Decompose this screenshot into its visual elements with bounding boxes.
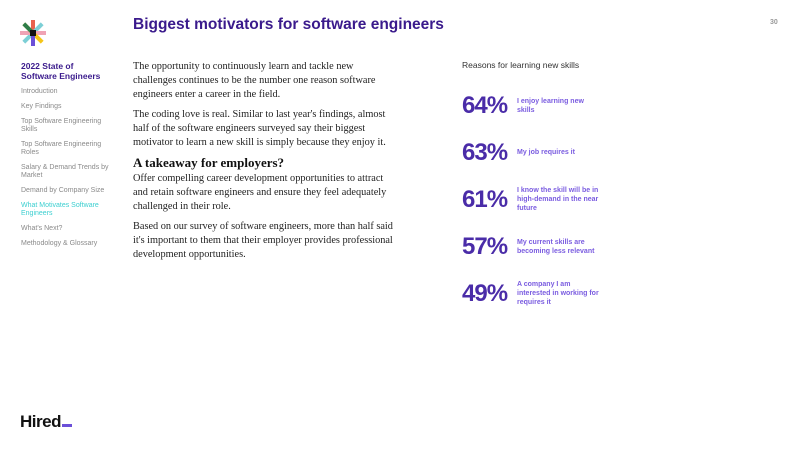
stat-row: 57% My current skills are becoming less r… [462, 223, 612, 270]
stat-label: I enjoy learning new skills [517, 97, 584, 114]
report-title[interactable]: 2022 State of Software Engineers [21, 61, 101, 81]
stat-label: I know the skill will be in high-demand … [517, 187, 599, 212]
stat-label: My job requires it [517, 149, 575, 156]
nav-methodology[interactable]: Methodology & Glossary [21, 240, 98, 247]
stat-percent: 49% [462, 279, 508, 307]
stat-percent: 61% [462, 185, 508, 213]
paragraph: Offer compelling career development oppo… [133, 173, 387, 212]
brand-name: Hired [20, 412, 61, 431]
nav-introduction[interactable]: Introduction [21, 88, 58, 95]
stats-heading: Reasons for learning new skills [462, 60, 580, 70]
body-text: The opportunity to continuously learn an… [133, 60, 395, 268]
brand-underscore [61, 424, 72, 427]
nav-what-motivates[interactable]: What Motivates Software Engineers [21, 202, 99, 217]
section-heading: A takeaway for employers? [133, 155, 285, 170]
page-number: 30 [770, 19, 778, 26]
paragraph: Based on our survey of software engineer… [133, 221, 393, 260]
sidebar-nav: 2022 State of Software Engineers Introdu… [21, 61, 111, 255]
stat-label: My current skills are becoming less rele… [517, 238, 595, 255]
nav-top-skills[interactable]: Top Software Engineering Skills [21, 118, 102, 133]
nav-salary-demand[interactable]: Salary & Demand Trends by Market [21, 164, 109, 179]
stat-percent: 57% [462, 232, 508, 260]
stat-percent: 63% [462, 138, 508, 166]
stat-row: 64% I enjoy learning new skills [462, 82, 612, 129]
paragraph: The opportunity to continuously learn an… [133, 61, 376, 100]
hired-logo-icon [20, 20, 46, 46]
stat-row: 63% My job requires it [462, 129, 612, 176]
brand-logo: Hired [20, 412, 72, 432]
stat-label: A company I am interested in working for… [517, 281, 599, 306]
stat-row: 49% A company I am interested in working … [462, 270, 612, 317]
paragraph: The coding love is real. Similar to last… [133, 109, 386, 148]
nav-top-roles[interactable]: Top Software Engineering Roles [21, 141, 102, 156]
stat-row: 61% I know the skill will be in high-dema… [462, 176, 612, 223]
stats-panel: Reasons for learning new skills 64% I enj… [462, 60, 612, 317]
nav-whats-next[interactable]: What's Next? [21, 225, 63, 232]
nav-key-findings[interactable]: Key Findings [21, 103, 62, 110]
nav-company-size[interactable]: Demand by Company Size [21, 187, 105, 194]
stat-percent: 64% [462, 91, 508, 119]
page-title: Biggest motivators for software engineer… [133, 16, 444, 33]
